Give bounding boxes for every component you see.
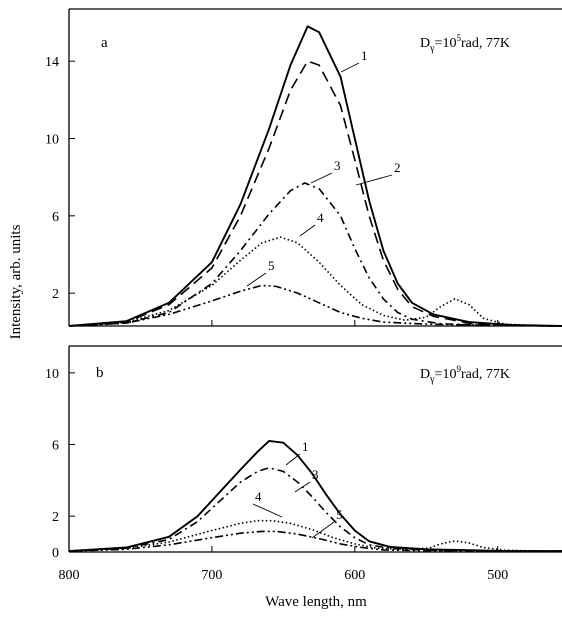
x-tick-label: 500 xyxy=(487,568,508,583)
curve-leader-line xyxy=(252,503,283,518)
curve-label-1: 1 xyxy=(361,48,368,63)
dose-exponent: 9 xyxy=(456,364,461,374)
y-tick-label: 6 xyxy=(52,210,59,225)
x-axis-title: Wave length, nm xyxy=(265,594,367,610)
y-tick-label: 10 xyxy=(45,367,59,382)
series-line-2 xyxy=(68,60,562,327)
curve-leader-line xyxy=(294,481,311,493)
series-line-3 xyxy=(68,182,562,327)
dose-units: rad, 77K xyxy=(461,36,510,51)
panel-b: 0 2 6 10 800 700 600 500 13 4 5 b Dγ=109rad, 77K xyxy=(45,345,562,583)
series-line-1 xyxy=(68,439,562,553)
dose-annotation: Dγ=109rad, 77K xyxy=(420,364,510,385)
dose-annotation: Dγ=105rad, 77K xyxy=(420,33,510,54)
curve-leader-line xyxy=(310,172,333,184)
x-tick-label: 600 xyxy=(344,568,365,583)
y-tick-label: 14 xyxy=(45,55,59,70)
dose-value: =10 xyxy=(435,36,457,51)
series-line-4 xyxy=(68,236,562,327)
series-line-5 xyxy=(68,284,562,327)
x-tick-label: 800 xyxy=(59,568,80,583)
curve-leader-line xyxy=(311,521,335,539)
y-tick-label: 10 xyxy=(45,133,59,148)
y-tick-label: 2 xyxy=(52,287,59,302)
curve-leader-line xyxy=(355,174,393,186)
curve-leader-line xyxy=(246,272,267,287)
dose-subscript: γ xyxy=(429,374,435,385)
curve-leader-line xyxy=(285,453,301,466)
curve-leader-line xyxy=(340,62,360,73)
y-axis-title: Intensity, arb. units xyxy=(8,224,24,339)
dose-units: rad, 77K xyxy=(461,367,510,382)
y-tick-label: 6 xyxy=(52,439,59,454)
series-line-1 xyxy=(68,25,562,327)
panel-letter: b xyxy=(96,365,104,381)
dose-exponent: 5 xyxy=(456,33,461,43)
curve-leader-line xyxy=(299,224,316,237)
panel-letter: a xyxy=(101,35,108,51)
curve-label-3: 3 xyxy=(334,158,341,173)
dose-symbol: D xyxy=(420,36,430,51)
dose-subscript: γ xyxy=(429,43,435,54)
curve-label-4: 4 xyxy=(317,210,324,225)
curve-label-5: 5 xyxy=(336,507,343,522)
curve-label-2: 2 xyxy=(394,160,401,175)
dose-symbol: D xyxy=(420,367,430,382)
series-line-4 xyxy=(68,519,562,552)
x-tick-label: 700 xyxy=(201,568,222,583)
y-tick-label: 2 xyxy=(52,510,59,525)
curve-label-5: 5 xyxy=(268,258,275,273)
y-tick-label: 0 xyxy=(52,546,59,561)
series-line-3 xyxy=(68,467,562,552)
dose-value: =10 xyxy=(435,367,457,382)
curve-label-1: 1 xyxy=(302,439,309,454)
curve-label-4: 4 xyxy=(255,489,262,504)
curve-label-3: 3 xyxy=(312,467,319,482)
